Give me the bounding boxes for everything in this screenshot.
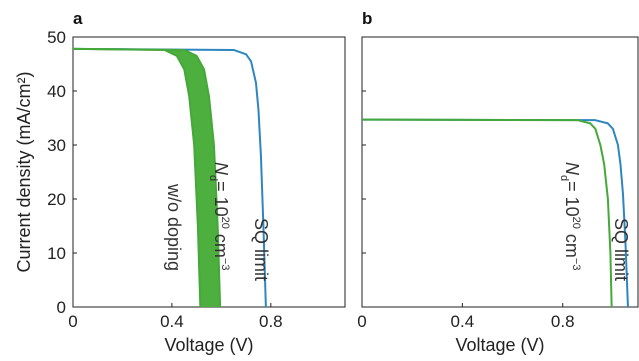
panel-a-doping-label: Nd= 1020 cm−3 — [207, 162, 231, 270]
panel-b-plot-area — [361, 118, 629, 308]
panel-b-doped-curve — [361, 118, 613, 308]
panel-a-y-tick-label: 20 — [47, 190, 66, 209]
panel-a-y-axis-title: Current density (mA/cm²) — [14, 71, 34, 272]
panel-a-doped-curve — [72, 47, 222, 308]
panel-a-doping-label-sup: 20 — [219, 217, 231, 229]
panel-a-x-tick-label: 0.8 — [259, 312, 283, 331]
panel-b-sq-limit-label: SQ limit — [611, 218, 631, 281]
panel-b-doping-label-exp: −3 — [570, 258, 582, 271]
panel-a-sq-limit-label: SQ limit — [251, 218, 271, 281]
panel-a-x-tick-label: 0.4 — [160, 312, 184, 331]
panel-a-ticks: 0 0.4 0.8 0 10 20 30 40 50 — [47, 28, 283, 331]
panel-b-x-tick-label: 0 — [357, 312, 366, 331]
panel-a-y-tick-label: 10 — [47, 244, 66, 263]
panel-b-doping-label: Nd= 1020 cm−3 — [558, 162, 582, 270]
panel-a-sq-limit-curve — [72, 47, 267, 308]
panel-a-y-tick-label: 0 — [57, 298, 66, 317]
panel-b-ticks: 0 0.4 0.8 — [357, 36, 575, 331]
panel-b-sq-limit-curve — [361, 118, 629, 308]
panel-b-x-tick-label: 0.4 — [451, 312, 475, 331]
panel-a-doping-label-exp: −3 — [219, 258, 231, 271]
panel-b-letter: b — [362, 9, 372, 28]
panel-a-doping-range-fill — [73, 48, 221, 307]
panel-a-x-tick-label: 0 — [68, 312, 77, 331]
panel-b: b 0 0.4 0.8 SQ limit Nd= 1020 cm−3 Voltage… — [357, 9, 639, 355]
panel-a-doping-label-n: N — [211, 162, 231, 176]
panel-b-x-axis-title: Voltage (V) — [455, 335, 544, 355]
panel-a-y-tick-label: 30 — [47, 136, 66, 155]
panel-b-frame — [361, 36, 639, 308]
panel-b-doping-label-sub: d — [558, 175, 570, 181]
panel-a-y-tick-label: 40 — [47, 82, 66, 101]
panel-a-no-doping-curve — [72, 47, 202, 308]
panel-a-y-tick-label: 50 — [47, 28, 66, 47]
panel-a-letter: a — [73, 9, 83, 28]
panel-a-x-axis-title: Voltage (V) — [164, 335, 253, 355]
panel-b-doping-label-mid: = 10 — [562, 181, 582, 217]
panel-a-plot-area — [72, 47, 267, 308]
panel-a-no-doping-label: w/o doping — [164, 183, 184, 271]
panel-b-doping-label-unit: cm — [562, 229, 582, 258]
panel-b-x-tick-label: 0.8 — [551, 312, 575, 331]
panel-a-doping-label-mid: = 10 — [211, 181, 231, 217]
panel-a-doping-label-unit: cm — [211, 229, 231, 258]
panel-b-doping-label-sup: 20 — [570, 217, 582, 229]
panel-b-doping-label-n: N — [562, 162, 582, 176]
panel-a-doping-label-sub: d — [207, 175, 219, 181]
